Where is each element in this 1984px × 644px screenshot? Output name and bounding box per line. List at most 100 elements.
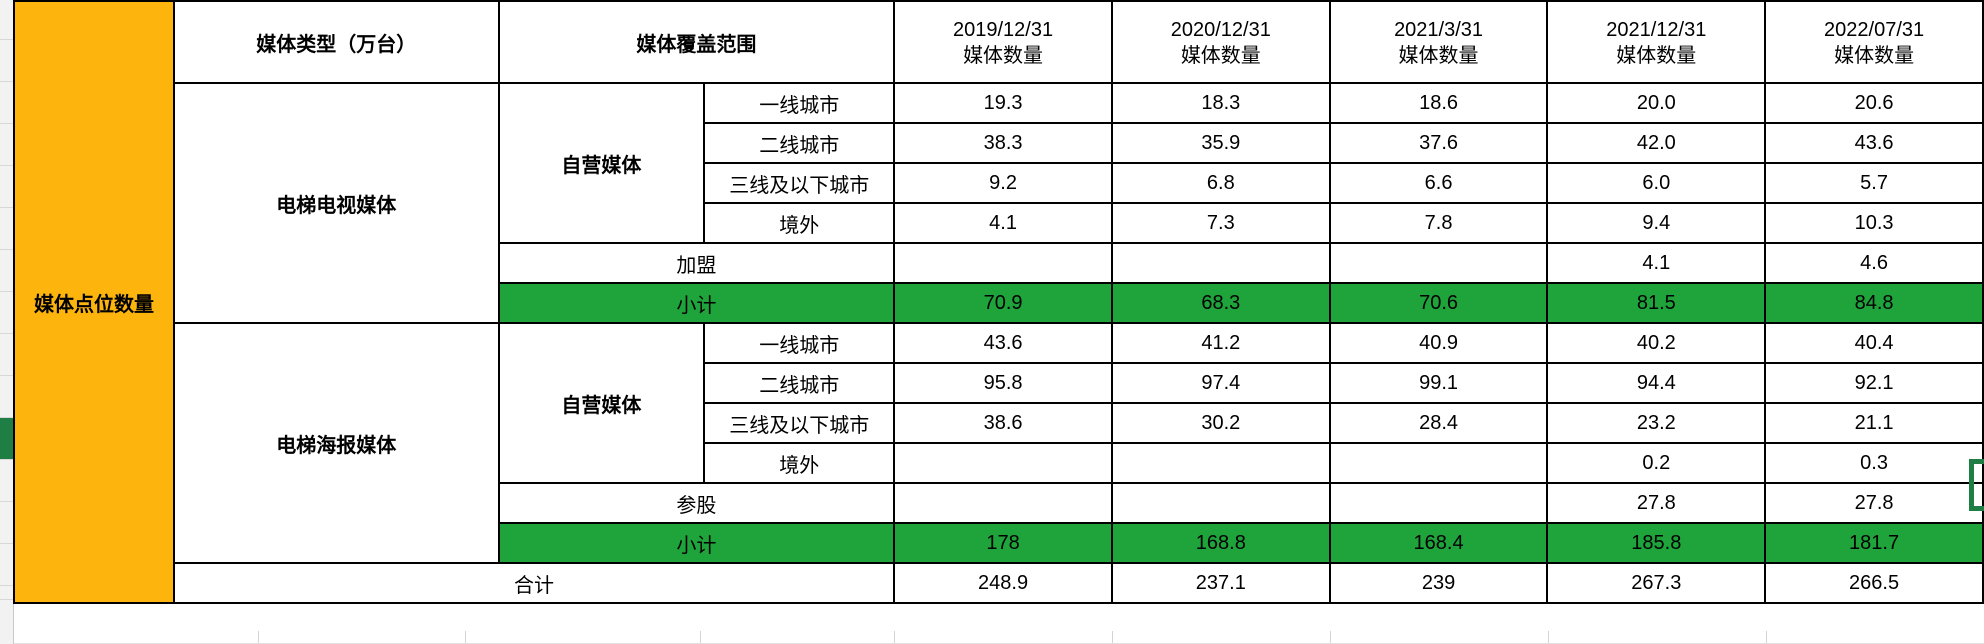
value-cell[interactable]: 42.0 bbox=[1546, 122, 1767, 164]
value-cell[interactable]: 21.1 bbox=[1764, 402, 1984, 444]
row-header-selected[interactable]: 7 bbox=[0, 418, 13, 460]
row-header[interactable]: 4 bbox=[0, 292, 13, 334]
value-cell[interactable]: 4.1 bbox=[1546, 242, 1767, 284]
value-cell[interactable]: 4.1 bbox=[893, 202, 1113, 244]
media-type-cell[interactable]: 电梯电视媒体 bbox=[172, 82, 500, 324]
value-cell[interactable]: 6.8 bbox=[1110, 162, 1331, 204]
value-cell[interactable]: 6.0 bbox=[1546, 162, 1767, 204]
value-cell[interactable]: 18.3 bbox=[1110, 82, 1331, 124]
value-cell[interactable]: 43.6 bbox=[893, 322, 1113, 364]
value-cell[interactable]: 5.7 bbox=[1764, 162, 1984, 204]
value-cell[interactable]: 267.3 bbox=[1546, 562, 1767, 604]
value-cell[interactable]: 7.3 bbox=[1110, 202, 1331, 244]
value-cell[interactable]: 4.6 bbox=[1764, 242, 1984, 284]
period-header-cell[interactable]: 2022/07/31 媒体数量 bbox=[1764, 0, 1984, 84]
row-header[interactable]: 8 bbox=[0, 460, 13, 502]
row-header-gutter[interactable]: 8 9 0 1 2 3 4 5 6 7 8 9 0 bbox=[0, 0, 14, 644]
value-cell[interactable]: 99.1 bbox=[1328, 362, 1549, 404]
total-label-cell[interactable]: 合计 bbox=[172, 562, 896, 604]
value-cell[interactable]: 9.4 bbox=[1546, 202, 1767, 244]
value-cell[interactable]: 70.9 bbox=[893, 282, 1113, 324]
value-cell[interactable]: 40.2 bbox=[1546, 322, 1767, 364]
coverage-cell[interactable]: 二线城市 bbox=[703, 122, 896, 164]
coverage-cell[interactable]: 三线及以下城市 bbox=[703, 402, 896, 444]
value-cell[interactable]: 95.8 bbox=[893, 362, 1113, 404]
value-cell[interactable]: 20.0 bbox=[1546, 82, 1767, 124]
value-cell[interactable]: 239 bbox=[1328, 562, 1549, 604]
value-cell[interactable]: 10.3 bbox=[1764, 202, 1984, 244]
value-cell[interactable]: 20.6 bbox=[1764, 82, 1984, 124]
value-cell[interactable]: 40.9 bbox=[1328, 322, 1549, 364]
value-cell[interactable] bbox=[893, 482, 1113, 524]
row-header[interactable]: 0 bbox=[0, 124, 13, 166]
coverage-cell[interactable]: 境外 bbox=[703, 202, 896, 244]
period-header-cell[interactable]: 2019/12/31 媒体数量 bbox=[893, 0, 1113, 84]
value-cell[interactable]: 237.1 bbox=[1110, 562, 1331, 604]
value-cell[interactable] bbox=[1328, 442, 1549, 484]
value-cell[interactable] bbox=[1328, 482, 1549, 524]
value-cell[interactable]: 248.9 bbox=[893, 562, 1113, 604]
row-header[interactable] bbox=[0, 0, 13, 40]
value-cell[interactable]: 23.2 bbox=[1546, 402, 1767, 444]
row-header[interactable]: 9 bbox=[0, 502, 13, 544]
value-cell[interactable]: 19.3 bbox=[893, 82, 1113, 124]
row-header[interactable]: 8 bbox=[0, 40, 13, 82]
row-header[interactable]: 5 bbox=[0, 334, 13, 376]
subtotal-label-cell[interactable]: 小计 bbox=[497, 282, 896, 324]
period-header-cell[interactable]: 2020/12/31 媒体数量 bbox=[1110, 0, 1331, 84]
value-cell[interactable] bbox=[1328, 242, 1549, 284]
value-cell[interactable]: 185.8 bbox=[1546, 522, 1767, 564]
media-type-header-cell[interactable]: 媒体类型（万台） bbox=[172, 0, 500, 84]
value-cell[interactable]: 7.8 bbox=[1328, 202, 1549, 244]
value-cell[interactable]: 168.8 bbox=[1110, 522, 1331, 564]
value-cell[interactable]: 28.4 bbox=[1328, 402, 1549, 444]
coverage-header-cell[interactable]: 媒体覆盖范围 bbox=[497, 0, 896, 84]
value-cell[interactable] bbox=[893, 242, 1113, 284]
coverage-cell[interactable]: 参股 bbox=[497, 482, 896, 524]
coverage-cell[interactable]: 三线及以下城市 bbox=[703, 162, 896, 204]
value-cell[interactable]: 70.6 bbox=[1328, 282, 1549, 324]
value-cell[interactable] bbox=[893, 442, 1113, 484]
value-cell[interactable]: 178 bbox=[893, 522, 1113, 564]
subtotal-label-cell[interactable]: 小计 bbox=[497, 522, 896, 564]
value-cell[interactable]: 81.5 bbox=[1546, 282, 1767, 324]
value-cell[interactable]: 38.6 bbox=[893, 402, 1113, 444]
value-cell[interactable]: 37.6 bbox=[1328, 122, 1549, 164]
value-cell[interactable]: 266.5 bbox=[1764, 562, 1984, 604]
value-cell[interactable]: 0.3 bbox=[1764, 442, 1984, 484]
row-header[interactable]: 9 bbox=[0, 82, 13, 124]
period-header-cell[interactable]: 2021/3/31 媒体数量 bbox=[1328, 0, 1549, 84]
period-header-cell[interactable]: 2021/12/31 媒体数量 bbox=[1546, 0, 1767, 84]
row-header[interactable]: 6 bbox=[0, 376, 13, 418]
self-operated-cell[interactable]: 自营媒体 bbox=[497, 82, 706, 244]
value-cell[interactable]: 68.3 bbox=[1110, 282, 1331, 324]
row-header[interactable]: 0 bbox=[0, 544, 13, 586]
value-cell[interactable]: 181.7 bbox=[1764, 522, 1984, 564]
media-type-cell[interactable]: 电梯海报媒体 bbox=[172, 322, 500, 564]
value-cell[interactable]: 92.1 bbox=[1764, 362, 1984, 404]
value-cell[interactable]: 6.6 bbox=[1328, 162, 1549, 204]
value-cell[interactable]: 40.4 bbox=[1764, 322, 1984, 364]
value-cell[interactable]: 97.4 bbox=[1110, 362, 1331, 404]
coverage-cell[interactable]: 一线城市 bbox=[703, 82, 896, 124]
value-cell[interactable] bbox=[1110, 242, 1331, 284]
coverage-cell[interactable]: 一线城市 bbox=[703, 322, 896, 364]
corner-label-cell[interactable]: 媒体点位数量 bbox=[13, 0, 175, 604]
coverage-cell[interactable]: 加盟 bbox=[497, 242, 896, 284]
coverage-cell[interactable]: 境外 bbox=[703, 442, 896, 484]
row-header[interactable] bbox=[0, 586, 13, 600]
value-cell[interactable]: 43.6 bbox=[1764, 122, 1984, 164]
value-cell[interactable]: 84.8 bbox=[1764, 282, 1984, 324]
value-cell[interactable]: 27.8 bbox=[1546, 482, 1767, 524]
row-header[interactable]: 3 bbox=[0, 250, 13, 292]
coverage-cell[interactable]: 二线城市 bbox=[703, 362, 896, 404]
value-cell[interactable]: 27.8 bbox=[1764, 482, 1984, 524]
value-cell[interactable]: 38.3 bbox=[893, 122, 1113, 164]
value-cell[interactable]: 41.2 bbox=[1110, 322, 1331, 364]
value-cell[interactable]: 18.6 bbox=[1328, 82, 1549, 124]
row-header[interactable]: 1 bbox=[0, 166, 13, 208]
value-cell[interactable]: 9.2 bbox=[893, 162, 1113, 204]
value-cell[interactable]: 0.2 bbox=[1546, 442, 1767, 484]
row-header[interactable]: 2 bbox=[0, 208, 13, 250]
value-cell[interactable]: 30.2 bbox=[1110, 402, 1331, 444]
